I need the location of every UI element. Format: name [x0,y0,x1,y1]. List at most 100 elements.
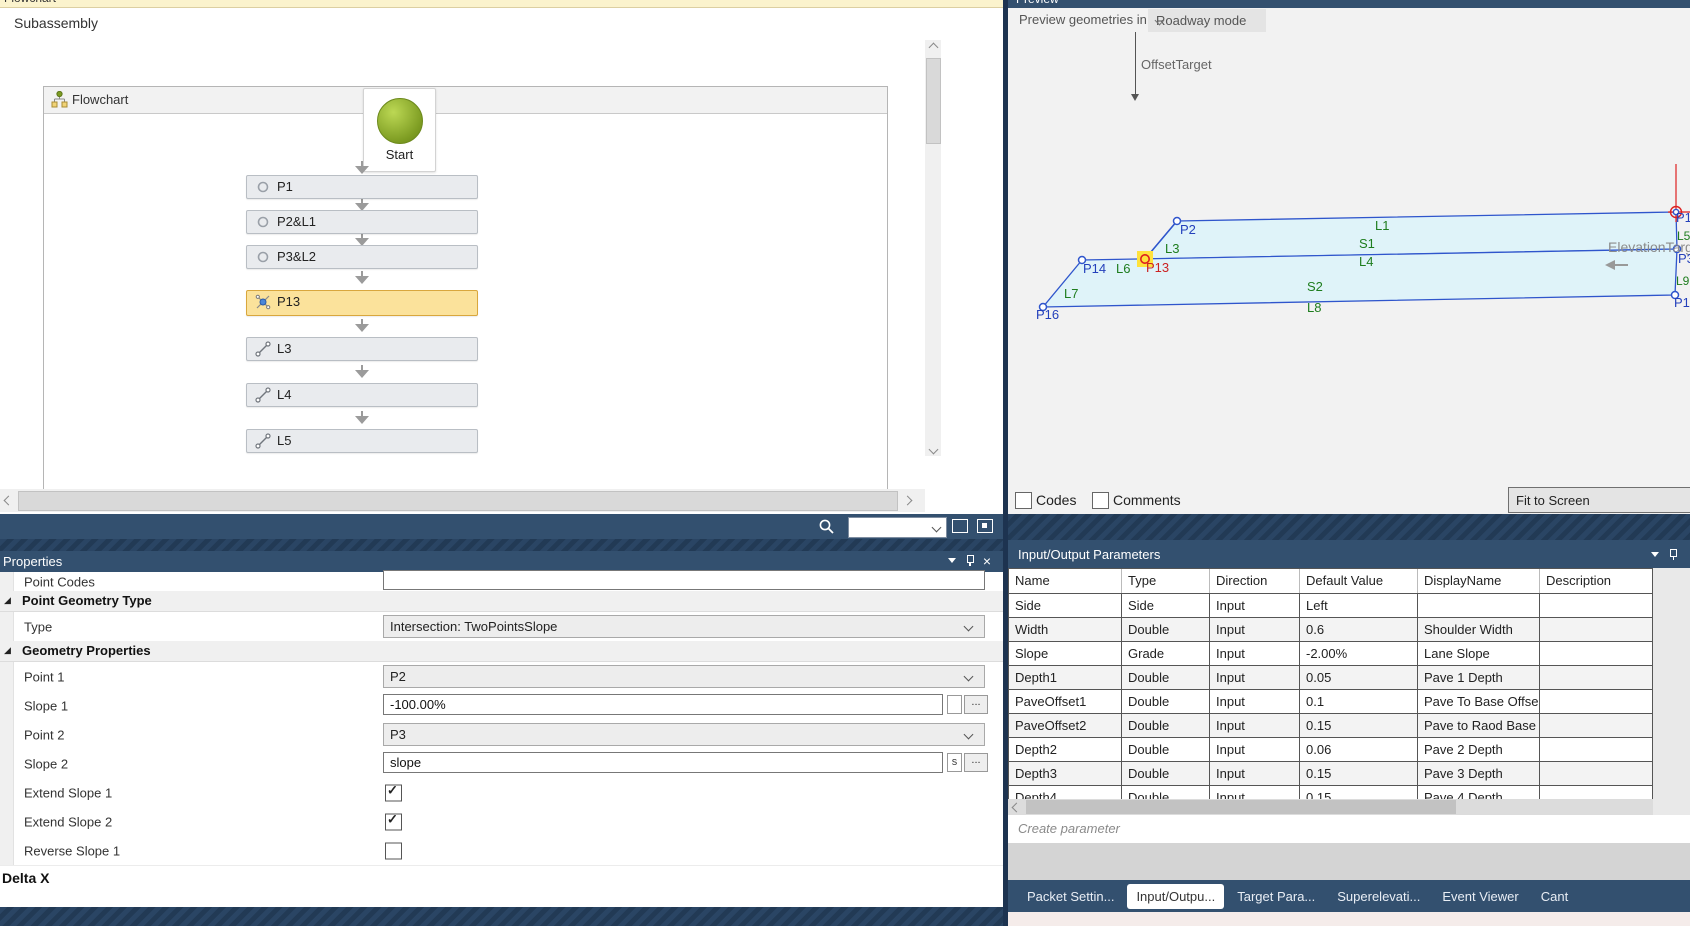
parameter-row[interactable]: PaveOffset1 Double Input 0.1 Pave To Bas… [1009,690,1652,714]
geometry-preview-area[interactable]: Preview geometries in Roadway mode Offse… [1008,8,1690,514]
slope-1-badge-button[interactable] [947,695,962,714]
parameter-row[interactable]: Depth3 Double Input 0.15 Pave 3 Depth [1009,762,1652,786]
cell-default-value[interactable]: 0.6 [1300,618,1418,641]
parameter-row[interactable]: Width Double Input 0.6 Shoulder Width [1009,618,1652,642]
extend-slope-2-checkbox[interactable]: ✓ [385,811,402,830]
cell-default-value[interactable]: 0.1 [1300,690,1418,713]
cell-direction[interactable]: Input [1210,618,1300,641]
slope-2-ellipsis-button[interactable]: ... [964,753,988,772]
tab-cant[interactable]: Cant [1540,888,1569,904]
cell-direction[interactable]: Input [1210,594,1300,617]
overview-icon[interactable] [952,519,968,533]
column-header-direction[interactable]: Direction [1210,569,1300,593]
cell-name[interactable]: PaveOffset2 [1009,714,1122,737]
flowchart-horizontal-scrollbar[interactable] [0,489,925,512]
point-p3-edge[interactable] [1672,244,1682,254]
cell-type[interactable]: Grade [1122,642,1210,665]
io-parameters-titlebar[interactable]: Input/Output Parameters [1008,540,1690,568]
cell-displayname[interactable]: Pave 3 Depth [1418,762,1540,785]
cell-description[interactable] [1540,618,1652,641]
point-p14[interactable] [1077,255,1087,265]
cell-name[interactable]: Side [1009,594,1122,617]
cell-direction[interactable]: Input [1210,690,1300,713]
cell-default-value[interactable]: 0.05 [1300,666,1418,689]
close-icon[interactable]: × [982,552,991,569]
preview-mode-dropdown[interactable]: Roadway mode [1148,9,1266,32]
collapse-icon[interactable] [947,558,956,563]
section-geometry-properties[interactable]: ◢ Geometry Properties [0,641,1003,662]
point-p16[interactable] [1038,302,1048,312]
cell-type[interactable]: Double [1122,762,1210,785]
collapse-icon[interactable] [1651,552,1659,557]
tab-target-parameters[interactable]: Target Para... [1237,888,1316,904]
column-header-description[interactable]: Description [1546,573,1612,588]
parameter-row[interactable]: PaveOffset2 Double Input 0.15 Pave to Ra… [1009,714,1652,738]
scrollbar-thumb[interactable] [18,491,898,511]
column-header-default-value[interactable]: Default Value [1300,569,1418,593]
fit-to-screen-button[interactable]: Fit to Screen [1508,487,1690,513]
cell-type[interactable]: Double [1122,666,1210,689]
cell-displayname[interactable]: Pave 1 Depth [1418,666,1540,689]
search-combo[interactable] [848,517,947,538]
cell-displayname[interactable]: Pave 2 Depth [1418,738,1540,761]
comments-checkbox[interactable] [1092,492,1109,509]
start-node[interactable]: Start [363,88,436,172]
flowchart-vertical-scrollbar[interactable] [925,40,941,456]
cell-description[interactable] [1540,762,1652,785]
cell-description[interactable] [1540,666,1652,689]
tab-input-output[interactable]: Input/Outpu... [1127,883,1225,909]
point-codes-input[interactable] [383,570,985,590]
parameter-row[interactable]: Depth2 Double Input 0.06 Pave 2 Depth [1009,738,1652,762]
cell-type[interactable]: Double [1122,690,1210,713]
cell-description[interactable] [1540,642,1652,665]
flowchart-canvas[interactable]: Flowchart Start P1 P2&L1 P3&L2 [0,38,1003,497]
cell-name[interactable]: Depth2 [1009,738,1122,761]
tab-event-viewer[interactable]: Event Viewer [1442,888,1519,904]
flow-node-p1[interactable]: P1 [246,175,478,199]
cell-type[interactable]: Side [1122,594,1210,617]
cell-type[interactable]: Double [1122,714,1210,737]
scroll-left-arrow[interactable] [0,489,16,512]
point-p13-selected[interactable] [1140,254,1151,265]
cell-default-value[interactable]: 0.15 [1300,762,1418,785]
column-header-type[interactable]: Type [1122,569,1210,593]
cell-displayname[interactable]: Shoulder Width [1418,618,1540,641]
io-horizontal-scrollbar[interactable] [1008,799,1653,815]
cell-type[interactable]: Double [1122,618,1210,641]
properties-titlebar[interactable]: Properties × [0,551,1003,572]
parameter-row[interactable]: Slope Grade Input -2.00% Lane Slope [1009,642,1652,666]
cell-default-value[interactable]: 0.15 [1300,714,1418,737]
cell-displayname[interactable]: Lane Slope [1418,642,1540,665]
point-edge-bottom[interactable] [1670,290,1680,300]
scroll-up-arrow[interactable] [925,40,941,54]
extend-slope-1-checkbox[interactable]: ✓ [385,782,402,801]
flow-node-p2l1[interactable]: P2&L1 [246,210,478,234]
cell-direction[interactable]: Input [1210,642,1300,665]
slope-1-input[interactable]: -100.00% [383,694,943,715]
column-header-displayname[interactable]: DisplayName [1418,569,1540,593]
cell-direction[interactable]: Input [1210,714,1300,737]
point-1-dropdown[interactable]: P2 [383,665,985,688]
scrollbar-thumb[interactable] [926,58,941,144]
flow-node-p3l2[interactable]: P3&L2 [246,245,478,269]
cell-default-value[interactable]: Left [1300,594,1418,617]
point-p2[interactable] [1172,216,1182,226]
create-parameter-row[interactable]: Create parameter [1008,815,1690,844]
tab-packet-settings[interactable]: Packet Settin... [1027,888,1115,904]
cell-direction[interactable]: Input [1210,762,1300,785]
search-icon[interactable] [818,518,835,535]
tab-superelevation[interactable]: Superelevati... [1337,888,1421,904]
pin-icon[interactable] [966,555,974,566]
cell-displayname[interactable]: Pave To Base Offse [1418,690,1540,713]
cell-name[interactable]: PaveOffset1 [1009,690,1122,713]
point-2-dropdown[interactable]: P3 [383,723,985,746]
cell-displayname[interactable]: Pave to Raod Base [1418,714,1540,737]
column-header-name[interactable]: Name [1009,569,1122,593]
slope-2-input[interactable]: slope [383,752,943,773]
scroll-right-arrow[interactable] [899,489,915,512]
cell-description[interactable] [1540,738,1652,761]
codes-checkbox[interactable] [1015,492,1032,509]
cell-name[interactable]: Slope [1009,642,1122,665]
slope-1-ellipsis-button[interactable]: ... [964,695,988,714]
type-dropdown[interactable]: Intersection: TwoPointsSlope [383,615,985,638]
